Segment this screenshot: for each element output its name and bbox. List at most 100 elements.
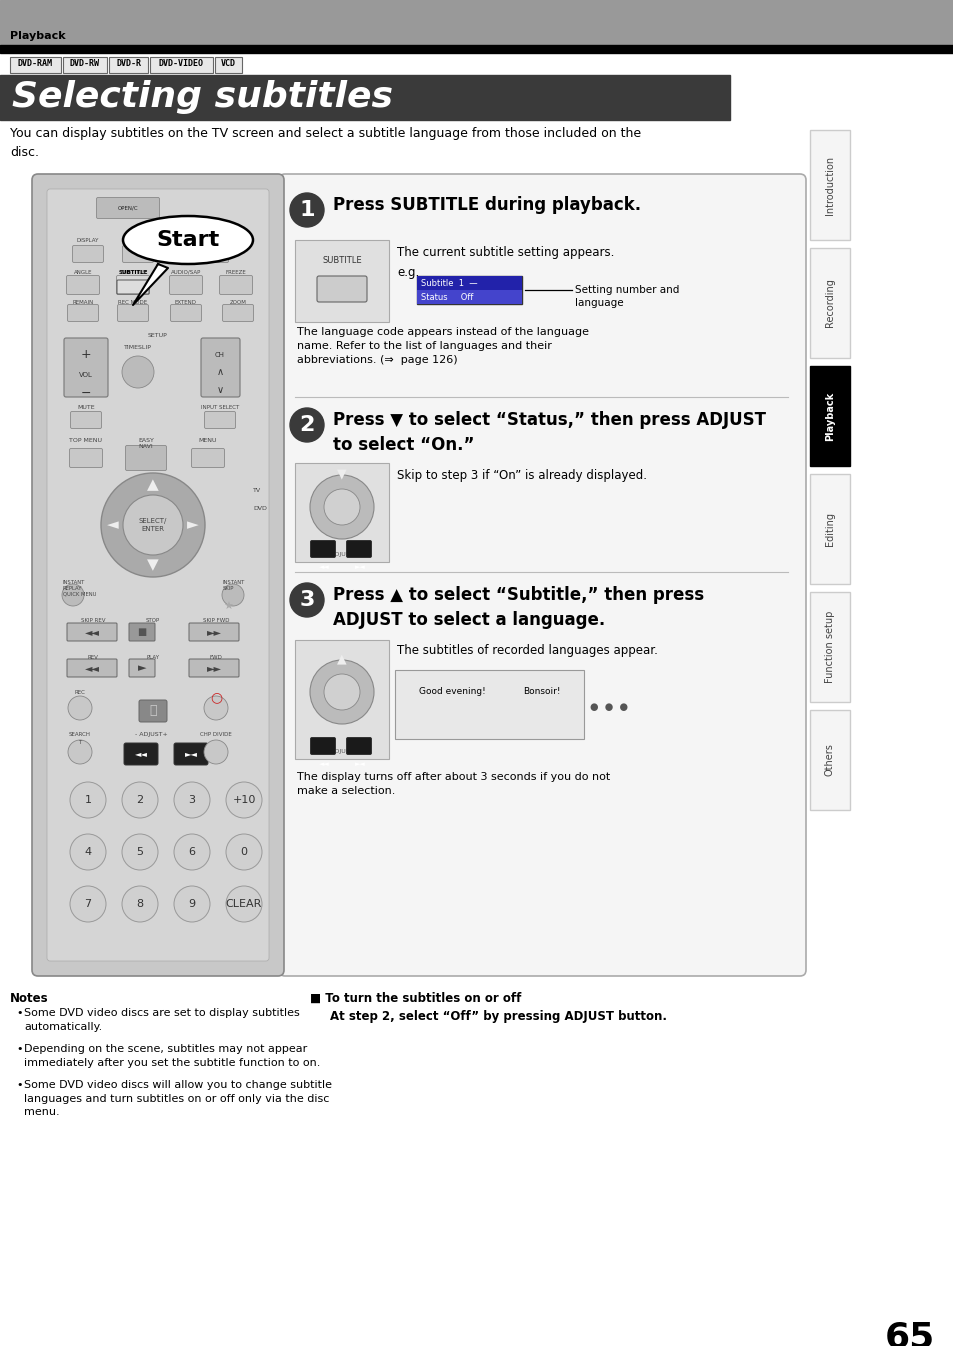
FancyBboxPatch shape [67, 276, 99, 295]
FancyBboxPatch shape [170, 276, 202, 295]
Circle shape [226, 782, 262, 818]
FancyBboxPatch shape [70, 448, 102, 467]
Text: 3: 3 [189, 795, 195, 805]
FancyBboxPatch shape [10, 57, 61, 73]
Text: •: • [16, 1079, 23, 1090]
Text: At step 2, select “Off” by pressing ADJUST button.: At step 2, select “Off” by pressing ADJU… [330, 1010, 666, 1023]
Text: SKIP REV: SKIP REV [81, 618, 105, 623]
Text: INPUT SELECT: INPUT SELECT [201, 405, 239, 411]
Text: •: • [16, 1044, 23, 1054]
Text: Depending on the scene, subtitles may not appear
immediately after you set the s: Depending on the scene, subtitles may no… [24, 1044, 320, 1067]
Text: ►►: ►► [206, 664, 221, 673]
Text: Skip to step 3 if “On” is already displayed.: Skip to step 3 if “On” is already displa… [396, 468, 646, 482]
Text: The language code appears instead of the language
name. Refer to the list of lan: The language code appears instead of the… [296, 327, 588, 365]
Text: ◄◄: ◄◄ [318, 760, 329, 767]
Text: ⏸: ⏸ [149, 704, 156, 717]
Circle shape [68, 740, 91, 765]
Text: DVD: DVD [253, 506, 267, 510]
Text: DVD-VIDEO: DVD-VIDEO [159, 59, 204, 69]
Text: ►►: ►► [206, 627, 221, 637]
FancyBboxPatch shape [47, 188, 269, 961]
Text: EXTEND: EXTEND [174, 300, 196, 306]
Circle shape [290, 408, 324, 441]
Text: 2: 2 [299, 415, 314, 435]
FancyBboxPatch shape [809, 474, 849, 584]
Text: Some DVD video discs are set to display subtitles
automatically.: Some DVD video discs are set to display … [24, 1008, 299, 1031]
Circle shape [101, 472, 205, 577]
Text: VCD: VCD [220, 59, 235, 69]
Circle shape [173, 886, 210, 922]
FancyBboxPatch shape [126, 446, 167, 471]
Text: ▼: ▼ [147, 557, 159, 572]
FancyBboxPatch shape [117, 304, 149, 322]
Text: Press SUBTITLE during playback.: Press SUBTITLE during playback. [333, 197, 640, 214]
FancyBboxPatch shape [117, 280, 149, 293]
Ellipse shape [123, 215, 253, 264]
Text: SUBTITLE: SUBTITLE [118, 271, 148, 275]
Text: PLAY: PLAY [147, 656, 159, 660]
Text: ▲: ▲ [336, 651, 347, 665]
Text: SEARCH: SEARCH [69, 732, 91, 738]
FancyBboxPatch shape [173, 743, 208, 765]
Text: ▼: ▼ [336, 467, 347, 481]
Circle shape [290, 192, 324, 227]
FancyBboxPatch shape [129, 623, 154, 641]
Text: OPEN/C: OPEN/C [117, 206, 138, 210]
FancyBboxPatch shape [219, 276, 253, 295]
Circle shape [226, 835, 262, 870]
Text: Setting number and
language: Setting number and language [575, 285, 679, 308]
Text: Good evening!: Good evening! [418, 686, 485, 696]
FancyBboxPatch shape [124, 743, 158, 765]
Bar [0, 44, 953, 52]
Text: Start: Start [156, 230, 219, 250]
Text: Recording: Recording [824, 279, 834, 327]
Circle shape [222, 584, 244, 606]
Text: •: • [16, 1008, 23, 1018]
Circle shape [62, 584, 84, 606]
Text: Subtitle  1  —: Subtitle 1 — [420, 279, 477, 288]
FancyBboxPatch shape [151, 57, 213, 73]
FancyBboxPatch shape [346, 738, 371, 755]
FancyBboxPatch shape [346, 541, 371, 557]
Text: - ADJUST+: - ADJUST+ [134, 732, 167, 738]
Circle shape [122, 886, 158, 922]
Text: The current subtitle setting appears.: The current subtitle setting appears. [396, 246, 614, 258]
Text: DISPLAY: DISPLAY [77, 238, 99, 244]
FancyBboxPatch shape [294, 463, 389, 563]
Text: DVD-RW: DVD-RW [70, 59, 100, 69]
FancyBboxPatch shape [204, 412, 235, 428]
Text: TV: TV [253, 487, 261, 493]
Text: DVD-R: DVD-R [116, 59, 141, 69]
Text: INSTANT
REPLAY
QUICK MENU: INSTANT REPLAY QUICK MENU [63, 580, 96, 596]
Text: You can display subtitles on the TV screen and select a subtitle language from t: You can display subtitles on the TV scre… [10, 127, 640, 159]
Text: ○: ○ [210, 690, 222, 704]
Text: ANGLE: ANGLE [73, 271, 92, 275]
FancyBboxPatch shape [294, 639, 389, 759]
Text: 9: 9 [189, 899, 195, 909]
Text: +10: +10 [233, 795, 255, 805]
Polygon shape [132, 264, 168, 306]
Text: ◄◄: ◄◄ [85, 664, 99, 673]
Text: The subtitles of recorded languages appear.: The subtitles of recorded languages appe… [396, 643, 658, 657]
FancyBboxPatch shape [64, 338, 108, 397]
Circle shape [310, 660, 374, 724]
Text: 5: 5 [136, 847, 143, 857]
FancyBboxPatch shape [192, 448, 224, 467]
FancyBboxPatch shape [71, 412, 101, 428]
FancyBboxPatch shape [416, 276, 521, 289]
Text: FREEZE: FREEZE [226, 271, 246, 275]
FancyBboxPatch shape [416, 289, 521, 304]
Circle shape [226, 886, 262, 922]
Circle shape [68, 696, 91, 720]
FancyBboxPatch shape [116, 276, 150, 295]
Text: Others: Others [824, 743, 834, 777]
Circle shape [204, 740, 228, 765]
Circle shape [70, 782, 106, 818]
Circle shape [122, 355, 153, 388]
FancyBboxPatch shape [222, 304, 253, 322]
Text: CH: CH [214, 353, 225, 358]
Circle shape [324, 489, 359, 525]
Text: STOP: STOP [146, 618, 160, 623]
FancyBboxPatch shape [122, 245, 153, 262]
FancyBboxPatch shape [129, 660, 154, 677]
